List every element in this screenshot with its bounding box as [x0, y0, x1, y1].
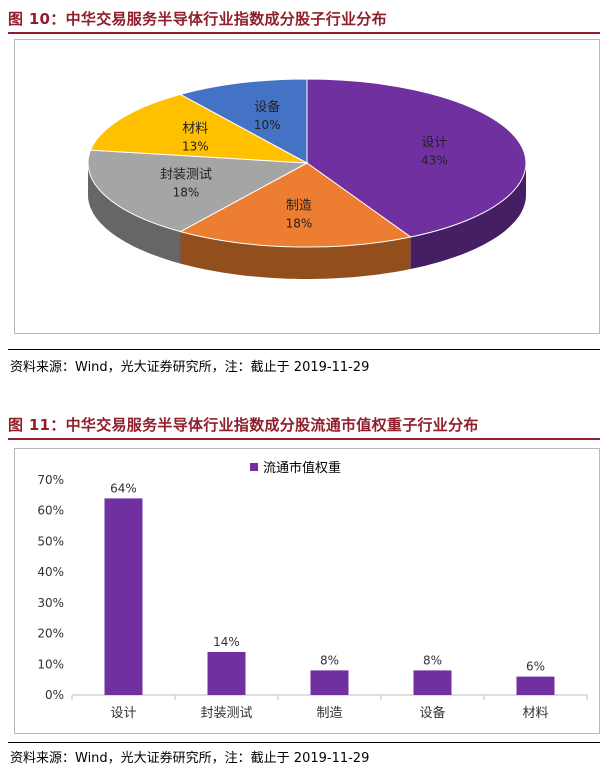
pie-category-label-2: 封装测试 [160, 168, 212, 183]
bar-chart-frame: 0% 10% 20% 30% 40% 50% 60% 70% 64% 设计 14% 封装测试 8% 制造 8… [14, 448, 600, 734]
pie-value-label-1: 18% [286, 216, 313, 230]
pie-value-label-4: 10% [254, 118, 281, 132]
figure10-title-rule [8, 32, 600, 34]
pie-slice-2 [87, 149, 309, 233]
bar-1 [207, 652, 246, 695]
bar-chart: 0% 10% 20% 30% 40% 50% 60% 70% 64% 设计 14% 封装测试 8% 制造 8… [37, 473, 588, 721]
bar-data-label-0: 64% [110, 481, 137, 495]
x-tick-label-4: 材料 [522, 706, 548, 721]
pie-side-1 [180, 231, 411, 279]
y-tick-label-7: 70% [37, 473, 64, 487]
pie-slice-0 [306, 78, 527, 238]
bar-3 [413, 670, 452, 695]
pie-side-2 [88, 163, 181, 264]
figure11-source-rule [8, 742, 600, 743]
y-tick-label-2: 20% [37, 627, 64, 641]
figure10-source: 资料来源：Wind，光大证券研究所，注：截止于 2019-11-29 [10, 360, 370, 375]
figure10-title: 图 10：中华交易服务半导体行业指数成分股子行业分布 [8, 10, 387, 28]
pie-side-0 [410, 163, 526, 269]
legend-label: 流通市值权重 [263, 461, 342, 476]
bar-legend: 流通市值权重 [250, 457, 341, 476]
pie-value-label-3: 13% [182, 140, 209, 154]
pie-category-label-3: 材料 [182, 122, 208, 137]
pie-chart: 设计 43% 制造 18% 封装测试 18% 材料 13% 设备 10% [87, 78, 527, 279]
y-tick-label-1: 10% [37, 657, 64, 671]
bar-data-label-3: 8% [423, 653, 442, 667]
y-tick-label-0: 0% [45, 688, 64, 702]
legend-swatch [250, 462, 258, 471]
figure11-title: 图 11：中华交易服务半导体行业指数成分股流通市值权重子行业分布 [8, 416, 479, 434]
bar-data-label-2: 8% [320, 653, 339, 667]
x-tick-label-0: 设计 [110, 706, 136, 721]
bar-data-label-4: 6% [526, 660, 545, 674]
x-tick-label-1: 封装测试 [200, 706, 252, 721]
pie-category-label-0: 设计 [421, 136, 447, 151]
y-tick-label-4: 40% [37, 565, 64, 579]
figure11-source: 资料来源：Wind，光大证券研究所，注：截止于 2019-11-29 [10, 751, 370, 766]
pie-category-label-1: 制造 [286, 198, 312, 213]
y-tick-label-5: 50% [37, 534, 64, 548]
bar-0 [104, 498, 143, 695]
figure11-title-rule [8, 438, 600, 440]
figure10-source-rule [8, 349, 600, 350]
pie-slice-1 [179, 162, 412, 248]
pie-chart-frame: 设计 43% 制造 18% 封装测试 18% 材料 13% 设备 10% [14, 39, 600, 334]
pie-value-label-0: 43% [421, 154, 448, 168]
bar-data-label-1: 14% [213, 635, 240, 649]
x-tick-label-3: 设备 [419, 705, 445, 721]
y-tick-label-6: 60% [37, 504, 64, 518]
y-tick-label-3: 30% [37, 596, 64, 610]
pie-value-label-2: 18% [173, 186, 200, 200]
pie-slice-3 [89, 93, 308, 164]
bar-4 [516, 676, 555, 695]
x-tick-label-2: 制造 [316, 706, 342, 721]
bar-2 [310, 670, 349, 695]
pie-category-label-4: 设备 [254, 99, 280, 115]
pie-slice-4 [179, 78, 308, 164]
